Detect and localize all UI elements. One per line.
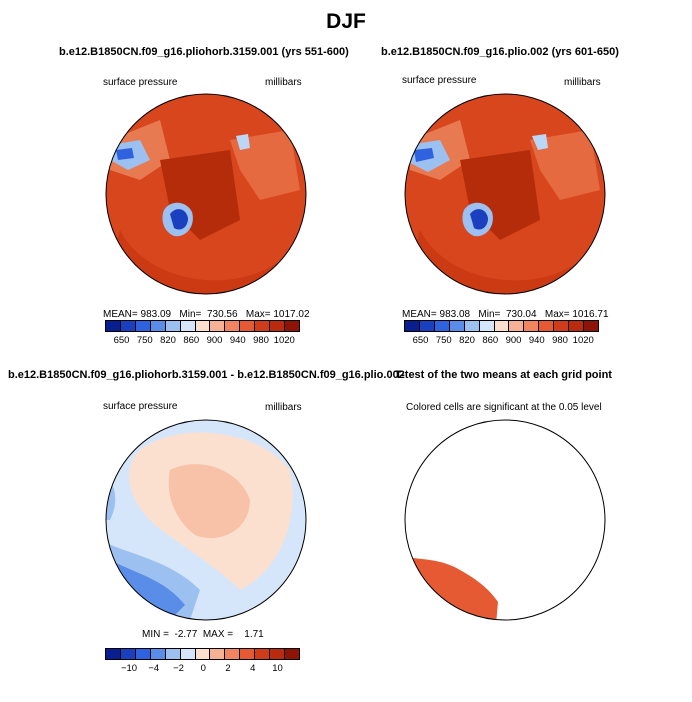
colorbar-swatch xyxy=(165,649,181,659)
colorbar-swatch xyxy=(449,321,465,331)
colorbar-swatch xyxy=(240,649,256,659)
colorbar-swatch xyxy=(539,321,555,331)
colorbar-swatch xyxy=(584,321,598,331)
colorbar-swatch xyxy=(106,649,121,659)
colorbar-tick-label: 900 xyxy=(505,335,522,346)
panel-1-low-pressure xyxy=(236,134,250,150)
colorbar-tick-label: 650 xyxy=(412,335,429,346)
panel-3-positive-core xyxy=(168,464,250,539)
colorbar-tick-label: 4 xyxy=(250,663,256,674)
colorbar-tick-label: 0 xyxy=(200,663,206,674)
colorbar-swatch xyxy=(165,321,181,331)
colorbar-tick-label: 2 xyxy=(225,663,231,674)
panel-1-colorbar xyxy=(105,320,300,332)
panel-4-note: Colored cells are significant at the 0.0… xyxy=(406,402,602,413)
colorbar-tick-label: 10 xyxy=(272,663,283,674)
colorbar-tick-label: 940 xyxy=(229,335,246,346)
panel-2-title: b.e12.B1850CN.f09_g16.plio.002 (yrs 601-… xyxy=(381,46,619,58)
colorbar-tick-label: 1020 xyxy=(572,335,594,346)
colorbar-swatch xyxy=(210,321,226,331)
panel-4-map-border xyxy=(404,419,606,621)
colorbar-tick-label: −4 xyxy=(148,663,160,674)
colorbar-swatch xyxy=(180,649,196,659)
colorbar-swatch xyxy=(524,321,540,331)
colorbar-swatch xyxy=(255,649,271,659)
panel-3-colorbar xyxy=(105,648,300,660)
colorbar-swatch xyxy=(479,321,495,331)
colorbar-swatch xyxy=(464,321,480,331)
panel-2-low-pressure xyxy=(532,134,548,150)
colorbar-swatch xyxy=(434,321,450,331)
panel-3-left-label: surface pressure xyxy=(103,401,178,412)
panel-1-title: b.e12.B1850CN.f09_g16.pliohorb.3159.001 … xyxy=(59,46,349,58)
colorbar-swatch xyxy=(419,321,435,331)
panel-2-greenland-low-core xyxy=(470,209,488,230)
colorbar-swatch xyxy=(195,321,211,331)
panel-3-colorbar-labels: −10 −4 −2 0 2 4 10 xyxy=(105,663,300,675)
colorbar-swatch xyxy=(509,321,525,331)
panel-1-right-label: millibars xyxy=(265,77,302,88)
colorbar-swatch xyxy=(150,321,166,331)
colorbar-swatch xyxy=(494,321,510,331)
colorbar-tick-label: 900 xyxy=(206,335,223,346)
panel-2-stats: MEAN= 983.08 Min= 730.04 Max= 1016.71 xyxy=(402,309,609,320)
colorbar-swatch xyxy=(150,649,166,659)
panel-2-map-border xyxy=(404,93,606,295)
colorbar-swatch xyxy=(135,649,151,659)
panel-4-title: T-test of the two means at each grid poi… xyxy=(395,369,612,381)
panel-1-greenland-low-core xyxy=(170,209,188,230)
colorbar-swatch xyxy=(405,321,420,331)
panel-2-colorbar xyxy=(404,320,599,332)
panel-2-colorbar-labels: 650 750 820 860 900 940 980 1020 xyxy=(404,335,599,347)
panel-3-right-label: millibars xyxy=(265,402,302,413)
panel-1-low-pressure-core xyxy=(116,148,134,160)
colorbar-tick-label: 1020 xyxy=(273,335,295,346)
colorbar-swatch xyxy=(255,321,271,331)
colorbar-swatch xyxy=(210,649,226,659)
colorbar-tick-label: 860 xyxy=(183,335,200,346)
panel-2-low-pressure-core xyxy=(414,148,434,162)
colorbar-swatch xyxy=(240,321,256,331)
colorbar-swatch xyxy=(180,321,196,331)
panel-1-left-label: surface pressure xyxy=(103,77,178,88)
colorbar-swatch xyxy=(270,321,286,331)
colorbar-tick-label: −10 xyxy=(120,663,138,674)
colorbar-swatch xyxy=(569,321,585,331)
panel-3-map-border xyxy=(105,419,307,621)
colorbar-swatch xyxy=(225,649,241,659)
colorbar-tick-label: 820 xyxy=(459,335,475,346)
figure-title: DJF xyxy=(326,10,366,33)
colorbar-tick-label: 860 xyxy=(482,335,499,346)
colorbar-tick-label: 820 xyxy=(160,335,176,346)
colorbar-tick-label: 980 xyxy=(552,335,568,346)
colorbar-swatch xyxy=(285,649,299,659)
panel-2-left-label: surface pressure xyxy=(402,75,477,86)
colorbar-swatch xyxy=(195,649,211,659)
panel-3-stats: MIN = -2.77 MAX = 1.71 xyxy=(142,629,264,640)
colorbar-swatch xyxy=(135,321,151,331)
colorbar-tick-label: 750 xyxy=(435,335,452,346)
panel-1-colorbar-labels: 650 750 820 860 900 940 980 1020 xyxy=(105,335,300,347)
panel-2-right-label: millibars xyxy=(564,77,601,88)
panel-1-map-border xyxy=(105,93,307,295)
colorbar-swatch xyxy=(270,649,286,659)
colorbar-tick-label: 980 xyxy=(253,335,269,346)
colorbar-swatch xyxy=(225,321,241,331)
colorbar-tick-label: −2 xyxy=(173,663,184,674)
colorbar-swatch xyxy=(285,321,299,331)
panel-4-base-field xyxy=(405,420,605,620)
colorbar-tick-label: 750 xyxy=(136,335,153,346)
panel-1-stats: MEAN= 983.09 Min= 730.56 Max= 1017.02 xyxy=(103,309,310,320)
colorbar-swatch xyxy=(106,321,121,331)
panel-3-title: b.e12.B1850CN.f09_g16.pliohorb.3159.001 … xyxy=(8,369,405,381)
colorbar-swatch xyxy=(120,649,136,659)
colorbar-swatch xyxy=(554,321,570,331)
colorbar-tick-label: 940 xyxy=(528,335,545,346)
colorbar-tick-label: 650 xyxy=(113,335,130,346)
colorbar-swatch xyxy=(120,321,136,331)
